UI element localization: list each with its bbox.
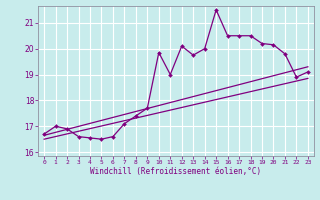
- X-axis label: Windchill (Refroidissement éolien,°C): Windchill (Refroidissement éolien,°C): [91, 167, 261, 176]
